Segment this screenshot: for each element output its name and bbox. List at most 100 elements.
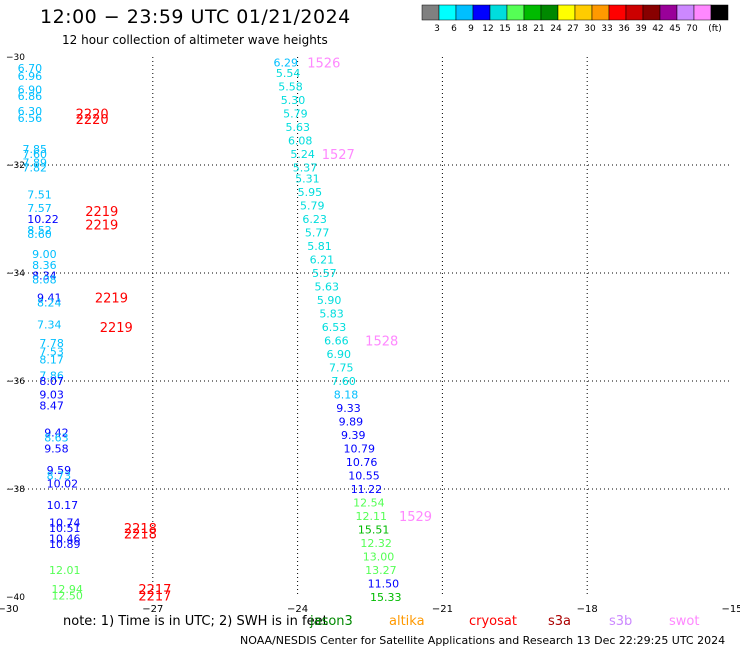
wave-height-label: 9.39 <box>341 429 366 442</box>
wave-height-label: 7.85 <box>22 143 47 156</box>
x-tick-label: −27 <box>142 604 163 615</box>
wave-height-label: 7.86 <box>39 370 64 383</box>
colorbar-swatch <box>642 4 661 21</box>
colorbar-label: (ft) <box>708 24 722 34</box>
wave-height-label: 12.11 <box>356 510 388 523</box>
colorbar-label: 42 <box>652 24 663 34</box>
wave-height-label: 6.53 <box>322 321 347 334</box>
pass-number-label: 1526 <box>307 56 340 71</box>
colorbar-swatch <box>625 4 644 21</box>
wave-height-label: 8.17 <box>39 353 64 366</box>
wave-height-label: 5.63 <box>286 121 311 134</box>
wave-height-label: 5.37 <box>293 162 318 175</box>
colorbar-swatch <box>574 4 593 21</box>
colorbar-swatch <box>421 4 440 21</box>
wave-height-label: 10.17 <box>47 499 79 512</box>
colorbar-swatch <box>591 4 610 21</box>
wave-height-label: 8.08 <box>32 273 57 286</box>
wave-height-label: 5.79 <box>283 108 308 121</box>
wave-height-label: 7.53 <box>39 345 64 358</box>
wave-height-label: 7.60 <box>22 148 47 161</box>
y-tick-label: −34 <box>6 269 25 279</box>
colorbar-label: 6 <box>451 24 457 34</box>
wave-height-label: 10.51 <box>49 522 81 535</box>
wave-height-label: 8.07 <box>39 375 64 388</box>
wave-height-label: 15.33 <box>370 591 402 604</box>
pass-number-label: 1528 <box>365 335 398 350</box>
colorbar-swatch <box>438 4 457 21</box>
wave-height-label: 6.86 <box>18 90 43 103</box>
legend-item-s3b: s3b <box>609 614 633 629</box>
wave-height-label: 8.73 <box>47 470 72 483</box>
wave-height-label: 7.75 <box>329 362 354 375</box>
colorbar-label: 24 <box>550 24 562 34</box>
wave-height-label: 7.89 <box>22 156 47 169</box>
wave-height-label: 13.27 <box>365 564 397 577</box>
wave-height-label: 8.36 <box>32 259 57 272</box>
colorbar-swatch <box>659 4 678 21</box>
wave-height-label: 5.31 <box>295 173 320 186</box>
wave-height-label: 5.90 <box>317 294 342 307</box>
wave-height-label: 6.56 <box>18 112 43 125</box>
wave-height-label: 9.03 <box>39 389 64 402</box>
pass-number-label: 1527 <box>322 148 355 163</box>
legend-item-swot: swot <box>669 614 700 629</box>
pass-number-label: 2219 <box>85 205 118 220</box>
wave-height-label: 7.60 <box>331 375 356 388</box>
wave-height-label: 8.60 <box>27 228 52 241</box>
pass-number-label: 2217 <box>138 583 171 598</box>
y-tick-label: −38 <box>6 485 25 495</box>
wave-height-label: 5.57 <box>312 267 337 280</box>
wave-height-label: 9.89 <box>339 416 364 429</box>
chart-title: 12:00 − 23:59 UTC 01/21/2024 <box>40 6 351 28</box>
y-tick-label: −40 <box>6 593 25 603</box>
colorbar-swatch <box>506 4 525 21</box>
wave-height-label: 5.63 <box>314 281 339 294</box>
colorbar-swatch <box>472 4 491 21</box>
x-axis-ticks: −30 −27 −24 −21 −18 −15 <box>0 604 740 615</box>
wave-height-label: 9.42 <box>44 426 68 439</box>
wave-height-label: 5.54 <box>276 67 301 80</box>
pass-number-label: 2220 <box>76 113 109 128</box>
colorbar-label: 33 <box>601 24 612 34</box>
wave-height-label: 8.34 <box>32 270 57 283</box>
wave-height-label: 6.90 <box>18 83 43 96</box>
colorbar-label: 70 <box>686 24 698 34</box>
wave-height-label: 5.79 <box>300 200 325 213</box>
colorbar-swatch <box>489 4 508 21</box>
wave-height-label: 6.70 <box>18 62 43 75</box>
wave-height-label: 6.29 <box>273 56 298 69</box>
colorbar-label: 27 <box>567 24 578 34</box>
wave-height-label: 9.00 <box>32 248 57 261</box>
wave-height-label: 6.08 <box>288 135 313 148</box>
x-tick-label: −30 <box>0 604 19 615</box>
y-tick-label: −32 <box>6 161 25 171</box>
wave-height-label: 6.30 <box>18 105 43 118</box>
wave-height-label: 6.90 <box>327 348 352 361</box>
wave-height-label: 8.63 <box>44 432 68 445</box>
grid-lines <box>8 57 732 597</box>
wave-height-label: 5.81 <box>307 240 332 253</box>
wave-height-label: 8.24 <box>37 297 62 310</box>
colorbar-label: 30 <box>584 24 596 34</box>
x-tick-label: −24 <box>287 604 308 615</box>
colorbar-swatch <box>523 4 542 21</box>
colorbar-swatch <box>693 4 712 21</box>
pass-number-label: 2219 <box>85 218 118 233</box>
wave-height-label: 7.78 <box>39 337 64 350</box>
wave-height-label: 6.23 <box>302 213 327 226</box>
pass-number-label: 2218 <box>124 527 157 542</box>
pass-number-label: 2220 <box>76 108 109 123</box>
colorbar-label: 21 <box>533 24 544 34</box>
wave-height-label: 10.76 <box>346 456 378 469</box>
wave-height-label: 9.41 <box>37 291 62 304</box>
wave-height-label: 10.02 <box>47 478 79 491</box>
wave-height-label: 10.55 <box>348 470 380 483</box>
y-tick-label: −36 <box>6 377 25 387</box>
wave-height-label: 10.74 <box>49 516 81 529</box>
colorbar-label: 9 <box>468 24 474 34</box>
colorbar-label: 39 <box>635 24 647 34</box>
wave-height-label: 10.46 <box>49 533 81 546</box>
wave-height-label: 9.58 <box>44 443 68 456</box>
